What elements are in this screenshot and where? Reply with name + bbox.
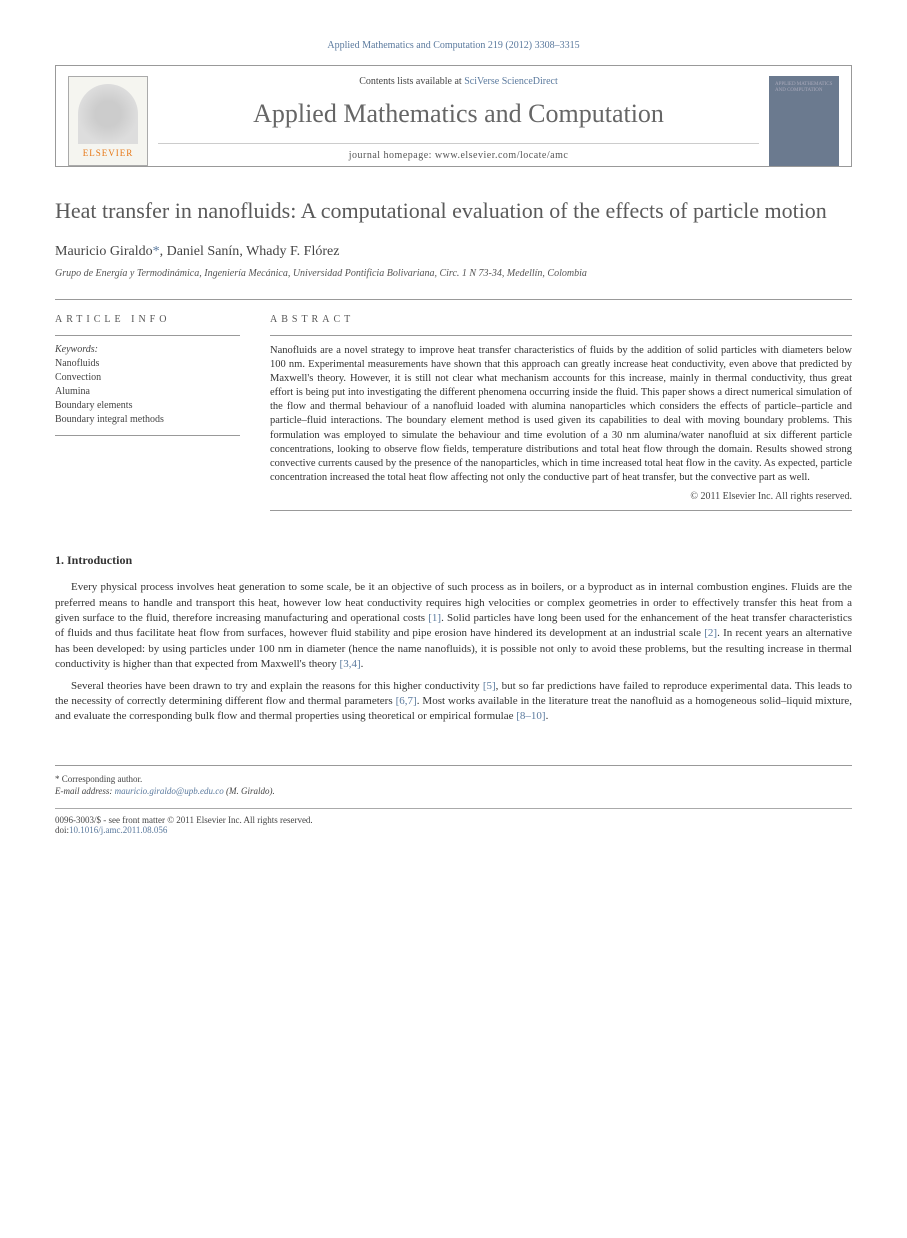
sep: , (160, 244, 167, 259)
divider (55, 335, 240, 336)
keyword: Boundary elements (55, 399, 240, 413)
citation-ref[interactable]: [2] (704, 627, 717, 639)
email-label: E-mail address: (55, 786, 115, 796)
contents-prefix: Contents lists available at (359, 76, 464, 87)
abstract-copyright: © 2011 Elsevier Inc. All rights reserved… (270, 491, 852, 502)
journal-header-box: ELSEVIER Contents lists available at Sci… (55, 65, 852, 167)
footer: * Corresponding author. E-mail address: … (55, 765, 852, 835)
email-suffix: (M. Giraldo). (224, 786, 275, 796)
doi-link[interactable]: 10.1016/j.amc.2011.08.056 (69, 825, 167, 835)
email-line: E-mail address: mauricio.giraldo@upb.edu… (55, 786, 852, 796)
cover-text: APPLIED MATHEMATICS AND COMPUTATION (775, 82, 833, 94)
divider (270, 335, 852, 336)
citation-ref[interactable]: [8–10] (516, 710, 545, 722)
intro-paragraph-2: Several theories have been drawn to try … (55, 679, 852, 725)
sciencedirect-link[interactable]: SciVerse ScienceDirect (464, 76, 558, 87)
publisher-logo: ELSEVIER (68, 76, 148, 166)
citation-ref[interactable]: [5] (483, 680, 496, 692)
article-info-heading: ARTICLE INFO (55, 314, 240, 325)
abstract-heading: ABSTRACT (270, 314, 852, 325)
keyword: Convection (55, 371, 240, 385)
article-info-column: ARTICLE INFO Keywords: Nanofluids Convec… (55, 314, 240, 520)
keywords-label: Keywords: (55, 344, 240, 355)
text: . (361, 658, 364, 670)
email-address[interactable]: mauricio.giraldo@upb.edu.co (115, 786, 224, 796)
keyword: Nanofluids (55, 357, 240, 371)
author-1: Mauricio Giraldo (55, 244, 153, 259)
elsevier-tree-icon (78, 84, 138, 144)
intro-paragraph-1: Every physical process involves heat gen… (55, 580, 852, 672)
header-citation: Applied Mathematics and Computation 219 … (55, 40, 852, 51)
keyword: Alumina (55, 385, 240, 399)
journal-name: Applied Mathematics and Computation (158, 99, 759, 129)
divider (270, 510, 852, 511)
doi-line: doi:10.1016/j.amc.2011.08.056 (55, 825, 852, 835)
text: . (546, 710, 549, 722)
affiliation: Grupo de Energía y Termodinámica, Ingeni… (55, 268, 852, 279)
publisher-name: ELSEVIER (83, 148, 134, 158)
corresponding-author-note: * Corresponding author. (55, 774, 852, 784)
text: Several theories have been drawn to try … (71, 680, 483, 692)
contents-available-line: Contents lists available at SciVerse Sci… (158, 76, 759, 87)
section-heading-introduction: 1. Introduction (55, 553, 852, 568)
divider (55, 299, 852, 300)
author-3: Whady F. Flórez (246, 244, 339, 259)
issn-copyright-line: 0096-3003/$ - see front matter © 2011 El… (55, 815, 852, 825)
divider (55, 435, 240, 436)
homepage-url[interactable]: www.elsevier.com/locate/amc (435, 150, 568, 161)
citation-ref[interactable]: [6,7] (396, 695, 417, 707)
article-title: Heat transfer in nanofluids: A computati… (55, 197, 852, 226)
citation-ref[interactable]: [1] (428, 612, 441, 624)
authors-line: Mauricio Giraldo*, Daniel Sanín, Whady F… (55, 244, 852, 260)
journal-homepage-line: journal homepage: www.elsevier.com/locat… (158, 143, 759, 161)
abstract-column: ABSTRACT Nanofluids are a novel strategy… (270, 314, 852, 520)
corresponding-star: * (153, 244, 160, 259)
journal-cover-thumbnail: APPLIED MATHEMATICS AND COMPUTATION (769, 76, 839, 166)
author-2: Daniel Sanín (167, 244, 240, 259)
keyword: Boundary integral methods (55, 413, 240, 427)
doi-label: doi: (55, 825, 69, 835)
citation-ref[interactable]: [3,4] (340, 658, 361, 670)
homepage-prefix: journal homepage: (349, 150, 435, 161)
abstract-text: Nanofluids are a novel strategy to impro… (270, 344, 852, 486)
